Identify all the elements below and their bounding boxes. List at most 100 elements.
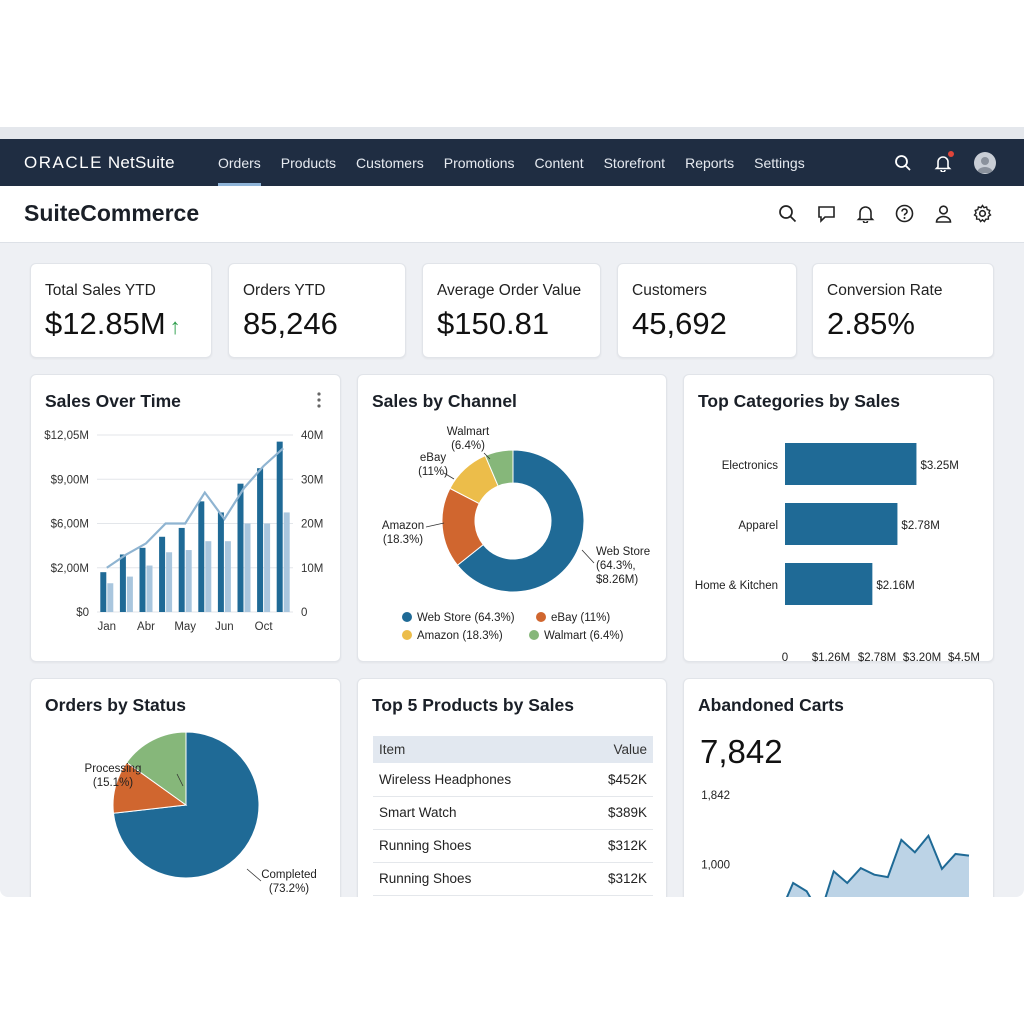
legend-label: Walmart (6.4%) xyxy=(544,630,624,642)
help-icon[interactable] xyxy=(895,204,914,228)
legend-swatch xyxy=(536,612,546,622)
kpi-value: 85,246 xyxy=(243,306,338,341)
nav-content[interactable]: Content xyxy=(534,154,584,171)
nav-storefront[interactable]: Storefront xyxy=(603,154,666,171)
orders-by-status-chart: Completed(73.2%)ProcessProcessing(15.1%) xyxy=(85,731,317,895)
top-products-card: Top 5 Products by Sales Item Value Wirel… xyxy=(357,678,667,897)
chat-icon[interactable] xyxy=(817,204,836,228)
bar-series-1 xyxy=(198,501,205,612)
x-tick-label: $4.5M xyxy=(948,652,980,663)
product-value: $389K xyxy=(579,796,653,830)
gear-icon[interactable] xyxy=(973,204,992,228)
bell-icon[interactable] xyxy=(856,204,875,228)
y-tick-label-left: $6,00M xyxy=(51,519,89,531)
card-title: Top Categories by Sales xyxy=(698,391,900,411)
top-navbar: ORACLE NetSuite Orders Products Customers… xyxy=(0,139,1024,186)
x-tick-label: Abr xyxy=(137,621,155,633)
y-tick-label-right: 20M xyxy=(301,519,323,531)
bar-series-1 xyxy=(159,536,166,612)
slice-annotation: (64.3%, xyxy=(596,560,636,572)
sales-over-time-card: Sales Over Time $0 $2,00M $6,00M $9,00M $12,… xyxy=(30,374,341,662)
y-tick-label-right: 40M xyxy=(301,430,323,442)
category-value-label: $2.78M xyxy=(901,520,939,532)
pie-slice-processing xyxy=(125,731,187,806)
slice-annotation: (18.3%) xyxy=(383,534,423,546)
product-name: Wireless Headphones xyxy=(373,763,580,797)
product-name: Running Shoes xyxy=(373,829,580,863)
nav-promotions[interactable]: Promotions xyxy=(443,154,515,171)
search-icon[interactable] xyxy=(894,154,912,172)
slice-annotation: Web Store xyxy=(596,546,650,558)
kpi-average-order-value[interactable]: Average Order Value $150.81 xyxy=(422,263,601,358)
product-name: Running Shoes xyxy=(373,862,580,896)
legend-swatch xyxy=(402,630,412,640)
sales-by-channel-card: Sales by Channel Web Store (64.3%, $8.26M)… xyxy=(357,374,667,662)
y-tick-label-right: 0 xyxy=(301,607,307,619)
card-title: Abandoned Carts xyxy=(698,695,844,715)
bar-series-2 xyxy=(107,583,114,612)
bar-series-2 xyxy=(126,576,133,612)
area-line xyxy=(785,833,970,897)
annotation-leader xyxy=(581,549,595,564)
kpi-conversion-rate[interactable]: Conversion Rate 2.85% xyxy=(812,263,994,358)
slice-annotation: (73.2%) xyxy=(269,883,309,895)
bar-series-2 xyxy=(264,523,271,612)
category-bar xyxy=(785,503,898,545)
orders-by-status-card: Orders by Status Completed (73.2%) Process… xyxy=(30,678,341,897)
oracle-netsuite-logo[interactable]: ORACLE NetSuite xyxy=(24,152,175,172)
x-tick-label: $1.26M xyxy=(812,652,850,663)
bar-series-1 xyxy=(139,547,146,612)
bar-series-1 xyxy=(237,483,244,612)
notification-bell-icon[interactable] xyxy=(934,150,954,172)
line-series-3 xyxy=(106,447,284,569)
kpi-label: Orders YTD xyxy=(243,282,326,299)
product-value: $452K xyxy=(579,763,653,797)
annotation-leader xyxy=(425,522,445,528)
product-name: Smart Watch xyxy=(373,796,580,830)
user-avatar[interactable] xyxy=(974,151,996,174)
app-window: ORACLE NetSuite Orders Products Customers… xyxy=(0,127,1024,897)
y-tick-label: 1,000 xyxy=(701,860,730,872)
bar-series-1 xyxy=(217,512,224,612)
table-row[interactable]: Wireless Headphones $452K xyxy=(373,763,653,797)
y-tick-label-left: $2,00M xyxy=(51,563,89,575)
top-categories-card: Top Categories by Sales Electronics $3.25… xyxy=(683,374,994,663)
user-icon[interactable] xyxy=(934,204,953,228)
category-label: Apparel xyxy=(738,520,778,532)
y-tick-label-right: 30M xyxy=(301,474,323,486)
legend-label: Web Store (64.3%) xyxy=(417,612,515,624)
y-tick-label-left: $9,00M xyxy=(51,474,89,486)
bar-series-2 xyxy=(224,541,231,612)
kpi-orders[interactable]: Orders YTD 85,246 xyxy=(228,263,406,358)
table-row[interactable]: Running Shoes $312K xyxy=(373,829,653,863)
bar-series-2 xyxy=(146,565,153,612)
bar-series-2 xyxy=(185,550,192,612)
sales-over-time-chart: $0 $2,00M $6,00M $9,00M $12,05M 0 10M 20M 30M 40M… xyxy=(44,430,323,633)
category-value-label: $3.25M xyxy=(920,460,958,472)
nav-products[interactable]: Products xyxy=(280,154,337,171)
window-top-strip xyxy=(0,127,1024,139)
nav-settings[interactable]: Settings xyxy=(754,154,805,171)
bar-series-2 xyxy=(283,512,290,612)
y-tick-label: 1,842 xyxy=(701,790,730,802)
kpi-customers[interactable]: Customers 45,692 xyxy=(617,263,797,358)
column-header-item[interactable]: Item xyxy=(373,736,580,763)
table-row[interactable]: Smart Watch $389K xyxy=(373,796,653,830)
kpi-value: 2.85% xyxy=(827,306,915,341)
y-tick-label-left: $12,05M xyxy=(44,430,89,442)
abandoned-carts-value: 7,842 xyxy=(700,733,783,770)
page-header: SuiteCommerce xyxy=(0,186,1024,243)
nav-orders[interactable]: Orders xyxy=(208,139,271,186)
table-row[interactable]: Running Shoes $312K xyxy=(373,862,653,896)
x-tick-label: $3.20M xyxy=(903,652,941,663)
annotation-leader xyxy=(443,472,455,480)
kpi-total-sales[interactable]: Total Sales YTD $12.85M ↑ xyxy=(30,263,212,358)
nav-customers[interactable]: Customers xyxy=(356,154,424,171)
nav-reports[interactable]: Reports xyxy=(685,154,735,171)
column-header-value[interactable]: Value xyxy=(579,736,653,763)
sales-by-channel-chart: Web Store (64.3%, $8.26M) Amazon (18.3%) eBay… xyxy=(382,426,650,642)
top-categories-chart: Electronics $3.25M Apparel $2.78M Home & Kit… xyxy=(695,443,980,663)
more-vertical-icon[interactable] xyxy=(316,391,322,414)
search-icon[interactable] xyxy=(778,204,797,228)
category-label: Home & Kitchen xyxy=(695,580,778,592)
